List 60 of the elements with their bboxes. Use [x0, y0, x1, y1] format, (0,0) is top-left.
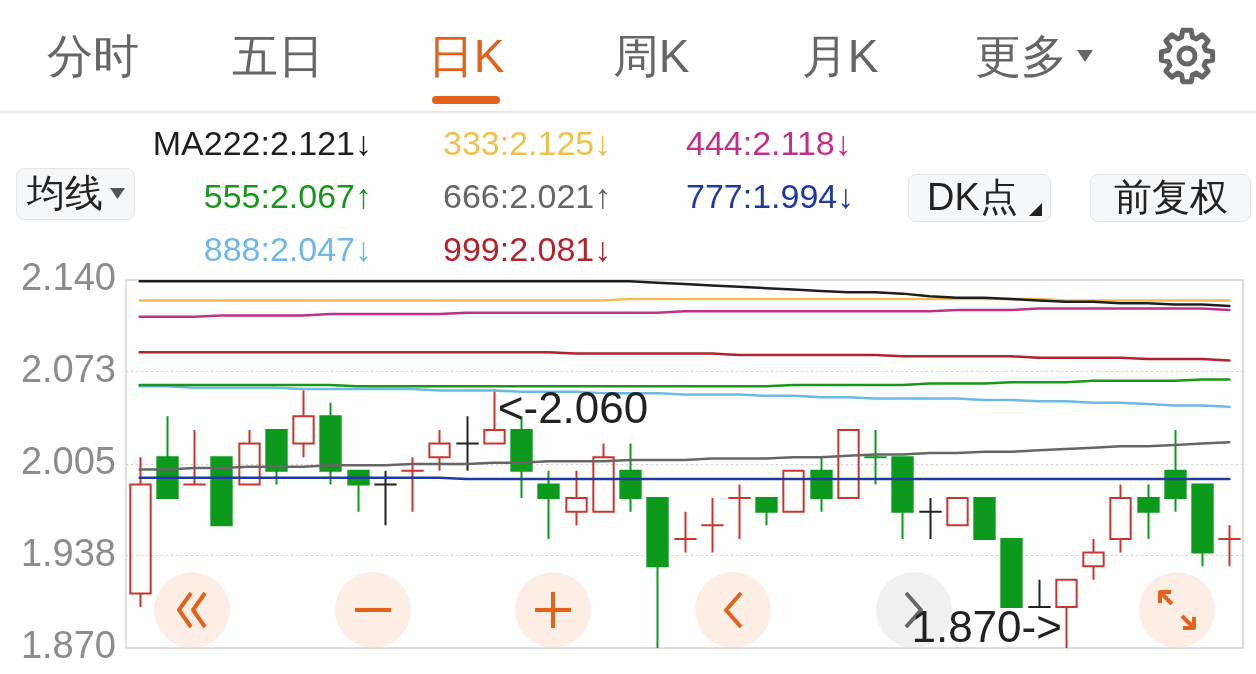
y-tick-label: 1.938 — [20, 531, 116, 574]
y-tick-label: 1.870 — [20, 624, 116, 667]
text: 999:2.081↓ — [443, 229, 612, 269]
text: MA222:2.121↓ — [152, 123, 372, 163]
candlestick — [1164, 428, 1187, 513]
text: 333:2.125↓ — [443, 123, 612, 163]
candlestick — [1137, 483, 1160, 540]
text: 日K — [427, 29, 505, 84]
dropdown-button: 均线 — [16, 168, 135, 220]
candlestick — [755, 497, 778, 527]
text: 周K — [612, 29, 690, 84]
candlestick — [129, 456, 152, 609]
candlestick — [265, 428, 288, 486]
candlestick — [946, 497, 969, 527]
candlestick — [238, 428, 261, 486]
candlestick — [973, 497, 996, 540]
candlestick — [891, 456, 914, 540]
candlestick — [727, 483, 752, 540]
text: 777:1.994↓ — [686, 176, 855, 216]
candlestick — [1027, 578, 1052, 609]
candlestick — [782, 469, 805, 513]
candlestick — [455, 415, 480, 472]
candlestick — [1082, 537, 1105, 581]
candlestick — [863, 428, 888, 486]
dropdown-button: DK点 — [908, 174, 1051, 222]
candlestick — [565, 469, 588, 527]
candlestick — [1191, 483, 1214, 568]
text: 五日 — [232, 29, 324, 84]
candlestick — [537, 469, 560, 540]
text: 555:2.067↑ — [203, 176, 372, 216]
candlestick — [1217, 524, 1242, 568]
y-tick-label: 2.140 — [20, 256, 116, 299]
y-tick-label: 2.073 — [20, 347, 116, 390]
candlestick — [182, 428, 207, 486]
annotation: <-2.060 — [497, 383, 649, 433]
candlestick — [592, 442, 615, 513]
candlestick — [292, 389, 315, 459]
candlestick — [646, 497, 669, 649]
candlestick — [373, 469, 398, 527]
text: 更多 — [975, 29, 1067, 84]
candlestick — [673, 510, 698, 554]
text: 444:2.118↓ — [686, 123, 852, 163]
candlestick — [918, 497, 943, 540]
candlestick — [619, 442, 642, 513]
text: 月K — [801, 29, 879, 84]
candlestick — [837, 428, 860, 500]
candlestick — [700, 497, 725, 554]
candlestick — [810, 456, 833, 513]
text: 分时 — [47, 29, 139, 84]
annotation: 1.870-> — [911, 602, 1062, 651]
candlestick — [1109, 483, 1132, 554]
candlestick — [1000, 537, 1023, 609]
candlestick — [210, 456, 233, 527]
candlestick — [400, 456, 425, 513]
y-tick-label: 2.005 — [20, 440, 116, 483]
button: 前复权 — [1090, 174, 1251, 222]
text: 888:2.047↓ — [203, 229, 372, 269]
candlestick — [428, 428, 451, 472]
text: 666:2.021↑ — [443, 176, 612, 216]
candlestick — [319, 401, 342, 486]
